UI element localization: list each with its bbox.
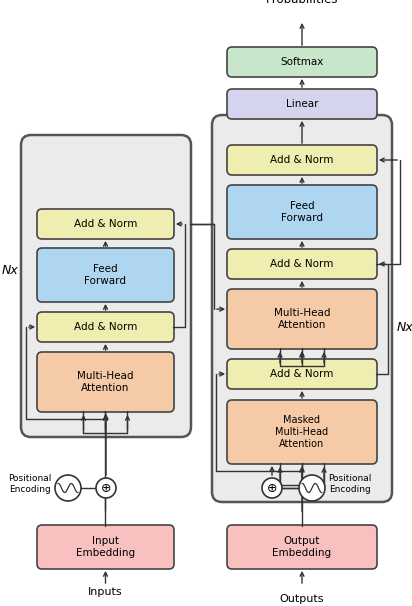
Text: Multi-Head
Attention: Multi-Head Attention	[274, 308, 330, 330]
FancyBboxPatch shape	[21, 135, 191, 437]
Circle shape	[96, 478, 116, 498]
Text: Add & Norm: Add & Norm	[74, 219, 137, 229]
Text: Masked
Multi-Head
Attention: Masked Multi-Head Attention	[276, 415, 328, 448]
Text: Add & Norm: Add & Norm	[270, 369, 334, 379]
Text: Positional
Encoding: Positional Encoding	[9, 474, 52, 494]
Text: Add & Norm: Add & Norm	[270, 259, 334, 269]
Text: Output
Probabilities: Output Probabilities	[266, 0, 338, 6]
Text: Outputs
(shift:ed right): Outputs (shift:ed right)	[262, 594, 342, 606]
FancyBboxPatch shape	[37, 209, 174, 239]
FancyBboxPatch shape	[37, 352, 174, 412]
FancyBboxPatch shape	[227, 47, 377, 77]
FancyBboxPatch shape	[227, 249, 377, 279]
FancyBboxPatch shape	[227, 185, 377, 239]
Text: Feed
Forward: Feed Forward	[281, 201, 323, 223]
FancyBboxPatch shape	[227, 400, 377, 464]
Text: Input
Embedding: Input Embedding	[76, 536, 135, 558]
Text: Multi-Head
Attention: Multi-Head Attention	[77, 371, 134, 393]
Text: Inputs: Inputs	[88, 587, 123, 597]
FancyBboxPatch shape	[37, 248, 174, 302]
Text: Nx: Nx	[1, 264, 18, 278]
FancyBboxPatch shape	[37, 312, 174, 342]
Text: Add & Norm: Add & Norm	[270, 155, 334, 165]
Text: Nx: Nx	[397, 321, 412, 335]
FancyBboxPatch shape	[212, 115, 392, 502]
FancyBboxPatch shape	[227, 359, 377, 389]
FancyBboxPatch shape	[37, 525, 174, 569]
Text: Add & Norm: Add & Norm	[74, 322, 137, 332]
FancyBboxPatch shape	[227, 145, 377, 175]
Text: $\oplus$: $\oplus$	[101, 482, 112, 494]
Text: Positional
Encoding: Positional Encoding	[328, 474, 371, 494]
Circle shape	[55, 475, 81, 501]
Text: Softmax: Softmax	[280, 57, 324, 67]
Text: Output
Embedding: Output Embedding	[272, 536, 332, 558]
FancyBboxPatch shape	[227, 525, 377, 569]
Text: $\oplus$: $\oplus$	[266, 482, 278, 494]
FancyBboxPatch shape	[227, 289, 377, 349]
FancyBboxPatch shape	[227, 89, 377, 119]
Text: Feed
Forward: Feed Forward	[84, 264, 126, 286]
Circle shape	[299, 475, 325, 501]
Circle shape	[262, 478, 282, 498]
Text: Linear: Linear	[286, 99, 318, 109]
